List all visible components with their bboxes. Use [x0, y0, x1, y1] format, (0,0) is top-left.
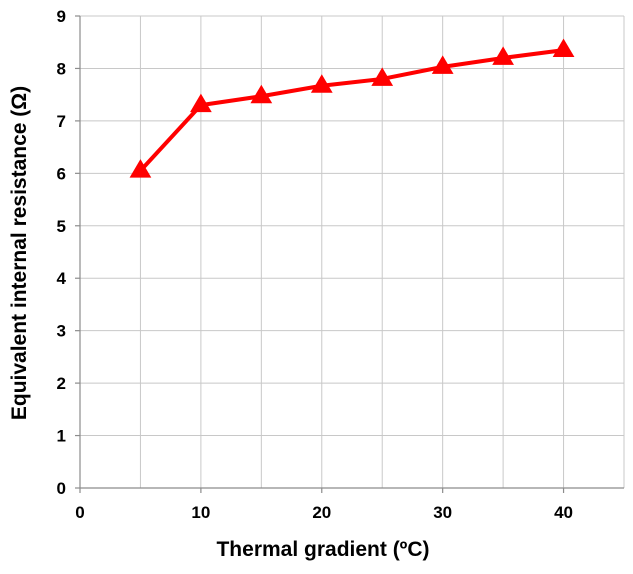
data-point-marker — [310, 74, 333, 93]
data-point-marker — [552, 38, 575, 58]
y-tick-label: 6 — [57, 164, 66, 183]
y-tick-label: 0 — [57, 479, 66, 498]
x-axis-title: Thermal gradient (ºC) — [216, 538, 429, 561]
data-point-marker — [492, 46, 514, 65]
y-tick-label: 2 — [57, 374, 66, 393]
series-layer — [129, 38, 575, 178]
tick-label-layer: 0 1 2 3 4 5 6 7 8 9 0 10 20 30 40 — [57, 7, 573, 522]
data-point-marker — [371, 67, 394, 86]
y-tick-label: 9 — [57, 7, 66, 26]
series-line — [138, 48, 566, 173]
x-tick-label: 0 — [75, 503, 84, 522]
y-tick-label: 5 — [57, 217, 66, 236]
y-tick-label: 3 — [57, 322, 66, 341]
x-tick-label: 20 — [312, 503, 331, 522]
y-tick-label: 7 — [57, 112, 66, 131]
data-point-marker — [431, 55, 454, 74]
grid-layer — [80, 15, 625, 488]
y-axis-title: Equivalent internal resistance (Ω) — [8, 86, 31, 420]
y-tick-label: 1 — [57, 427, 66, 446]
data-point-marker — [190, 93, 212, 113]
y-tick-label: 4 — [57, 269, 67, 288]
data-point-marker — [129, 159, 152, 178]
x-tick-label: 30 — [433, 503, 452, 522]
data-point-marker — [250, 84, 273, 104]
x-tick-label: 40 — [554, 503, 573, 522]
y-tick-label: 8 — [57, 59, 66, 78]
x-tick-label: 10 — [191, 503, 210, 522]
axis-layer — [75, 15, 624, 493]
